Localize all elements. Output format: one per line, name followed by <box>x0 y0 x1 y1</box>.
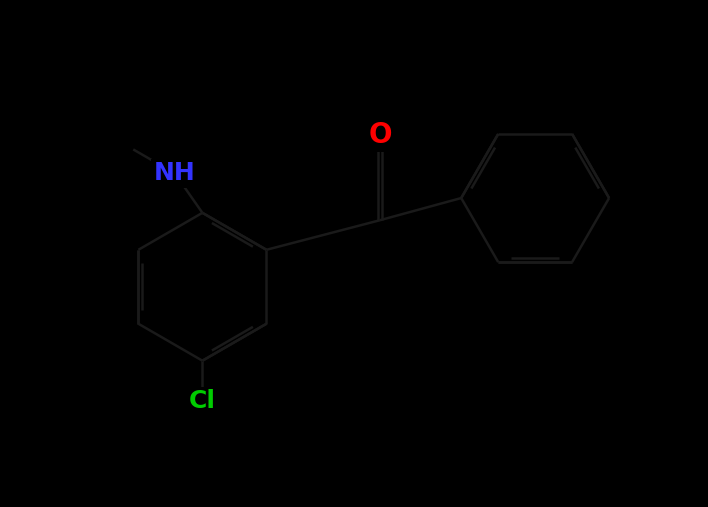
Text: O: O <box>368 121 392 149</box>
Text: NH: NH <box>154 161 195 186</box>
Text: Cl: Cl <box>189 389 216 413</box>
